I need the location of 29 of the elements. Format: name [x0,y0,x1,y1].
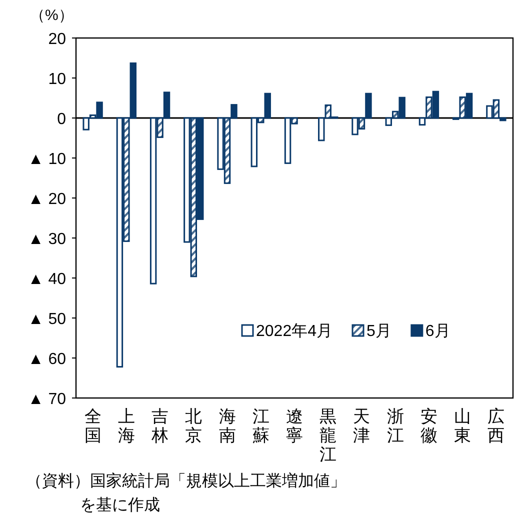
y-tick-label: ▲ 50 [28,311,66,328]
y-tick-label: ▲ 60 [28,351,66,368]
y-tick-label: 10 [48,71,66,88]
x-tick-label: 北京 [185,407,202,445]
x-tick-label: 上海 [118,407,135,445]
y-tick-label: 20 [48,31,66,48]
x-tick-label: 天津 [353,407,370,445]
y-axis-title: （%） [30,7,74,24]
y-tick-label: ▲ 70 [28,391,66,408]
x-tick-label: 全国 [84,407,102,445]
x-tick-label: 遼寧 [286,407,303,445]
text: を基に作成 [80,496,160,514]
legend-label: 6月 [425,323,450,340]
legend-label: 5月 [366,323,392,340]
y-tick-label: ▲ 20 [28,191,66,208]
text: （資料）国家統計局「規模以上工業増加値」 [26,472,346,490]
y-tick-label: ▲ 10 [28,151,66,168]
x-tick-label: 吉林 [150,407,169,445]
x-tick-label: 安徽 [420,407,438,445]
x-tick-label: 広西 [488,407,505,445]
legend-label: 2022年4月 [256,323,332,340]
y-tick-label: ▲ 30 [28,231,66,248]
x-tick-label: 黒龍江 [320,407,337,464]
x-tick-label: 山東 [454,407,472,445]
x-tick-label: 浙江 [386,407,404,445]
x-tick-label: 海南 [218,407,236,445]
y-tick-label: 0 [57,111,66,128]
y-tick-label: ▲ 40 [28,271,66,288]
x-tick-label: 江蘇 [252,407,270,445]
